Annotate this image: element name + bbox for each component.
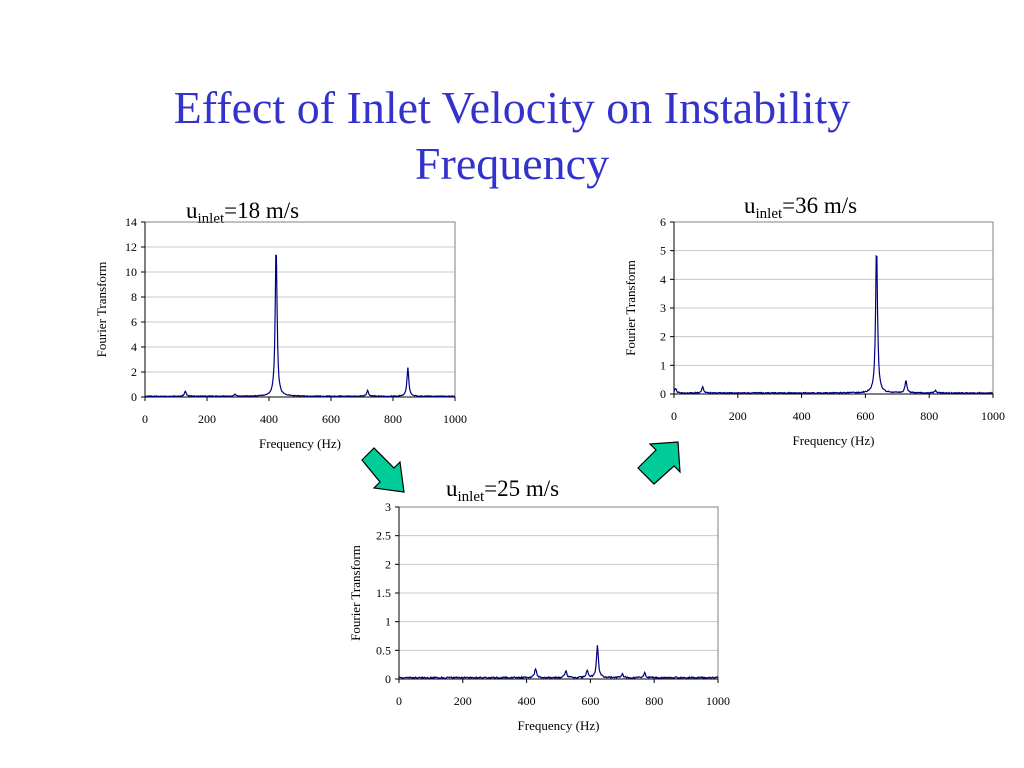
x-tick-label: 200 bbox=[729, 409, 747, 423]
y-tick-label: 2 bbox=[385, 557, 391, 571]
x-tick-label: 400 bbox=[518, 694, 536, 708]
x-tick-label: 600 bbox=[581, 694, 599, 708]
series-line bbox=[673, 254, 994, 395]
x-tick-label: 800 bbox=[384, 412, 402, 426]
arrow-down-right-icon bbox=[361, 447, 405, 493]
slide-title-line1: Effect of Inlet Velocity on Instability bbox=[173, 82, 851, 133]
plot-frame bbox=[144, 221, 456, 398]
y-tick-label: 0.5 bbox=[376, 643, 391, 657]
y-tick-label: 5 bbox=[660, 244, 666, 258]
plot-frame bbox=[673, 221, 994, 395]
series-line bbox=[145, 254, 456, 398]
y-axis-label: Fourier Transform bbox=[623, 260, 638, 356]
x-tick-label: 200 bbox=[198, 412, 216, 426]
x-tick-label: 1000 bbox=[443, 412, 467, 426]
y-tick-label: 6 bbox=[660, 215, 666, 229]
x-tick-label: 400 bbox=[260, 412, 278, 426]
x-tick-label: 400 bbox=[793, 409, 811, 423]
y-tick-label: 0 bbox=[385, 672, 391, 686]
y-tick-label: 12 bbox=[125, 240, 137, 254]
x-axis-label: Frequency (Hz) bbox=[518, 718, 600, 733]
x-tick-label: 0 bbox=[142, 412, 148, 426]
y-tick-label: 2 bbox=[131, 365, 137, 379]
y-tick-label: 4 bbox=[660, 272, 666, 286]
y-tick-label: 0 bbox=[131, 390, 137, 404]
x-tick-label: 0 bbox=[671, 409, 677, 423]
y-tick-label: 1 bbox=[660, 358, 666, 372]
x-axis-label: Frequency (Hz) bbox=[793, 433, 875, 448]
y-tick-label: 6 bbox=[131, 315, 137, 329]
chart-title: uinlet=36 m/s bbox=[744, 193, 858, 222]
series-line bbox=[398, 645, 719, 680]
chart-title: uinlet=25 m/s bbox=[446, 476, 560, 505]
y-tick-label: 14 bbox=[125, 215, 137, 229]
y-tick-label: 10 bbox=[125, 265, 137, 279]
y-tick-label: 0 bbox=[660, 387, 666, 401]
y-tick-label: 1.5 bbox=[376, 586, 391, 600]
y-tick-label: 1 bbox=[385, 615, 391, 629]
x-tick-label: 1000 bbox=[706, 694, 730, 708]
slide-title: Effect of Inlet Velocity on Instability … bbox=[0, 80, 1024, 192]
x-tick-label: 600 bbox=[322, 412, 340, 426]
y-tick-label: 3 bbox=[660, 301, 666, 315]
x-axis-label: Frequency (Hz) bbox=[259, 436, 341, 451]
x-tick-label: 800 bbox=[645, 694, 663, 708]
y-tick-label: 8 bbox=[131, 290, 137, 304]
y-tick-label: 2.5 bbox=[376, 529, 391, 543]
x-tick-label: 1000 bbox=[981, 409, 1005, 423]
slide-title-line2: Frequency bbox=[414, 138, 610, 189]
y-tick-label: 4 bbox=[131, 340, 137, 354]
y-tick-label: 2 bbox=[660, 330, 666, 344]
x-tick-label: 600 bbox=[856, 409, 874, 423]
y-axis-label: Fourier Transform bbox=[348, 545, 363, 641]
x-tick-label: 200 bbox=[454, 694, 472, 708]
x-tick-label: 0 bbox=[396, 694, 402, 708]
y-tick-label: 3 bbox=[385, 500, 391, 514]
x-tick-label: 800 bbox=[920, 409, 938, 423]
plot-frame bbox=[398, 506, 719, 680]
arrow-up-right-icon bbox=[637, 441, 681, 485]
chart-title: uinlet=18 m/s bbox=[186, 198, 300, 227]
y-axis-label: Fourier Transform bbox=[94, 262, 109, 358]
